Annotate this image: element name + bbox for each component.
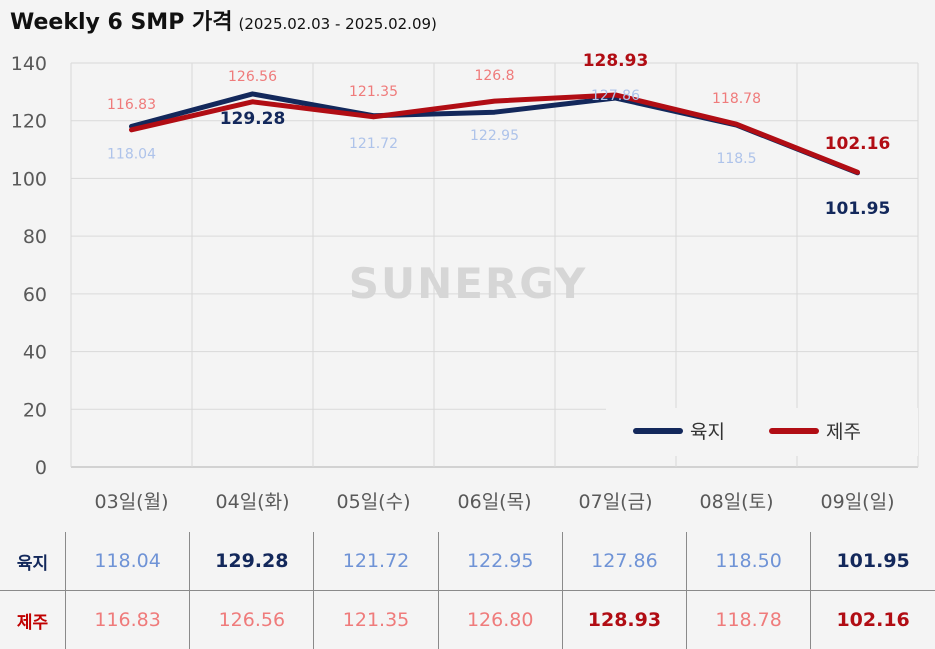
- table-cell: 118.78: [686, 590, 812, 649]
- table-cell: 101.95: [810, 532, 935, 591]
- data-labels: 118.04 129.28 121.72 122.95 127.86 118.5 101.9…: [107, 51, 890, 219]
- y-tick-label: 100: [11, 168, 47, 190]
- y-axis-ticks: 0 20 40 60 80 100 120 140: [11, 53, 47, 479]
- data-label-land: 121.72: [349, 136, 398, 152]
- table-row-label: 제주: [0, 590, 66, 649]
- x-tick-label: 05일(수): [337, 491, 411, 513]
- table-cell: 122.95: [438, 532, 563, 591]
- y-tick-label: 80: [23, 226, 47, 248]
- table-cell: 118.50: [686, 532, 812, 591]
- chart-title-block: Weekly 6 SMP 가격 (2025.02.03 - 2025.02.09): [10, 4, 437, 36]
- y-tick-label: 60: [23, 284, 47, 306]
- table-cell: 126.56: [189, 590, 315, 649]
- y-tick-label: 140: [11, 53, 47, 75]
- table-cell: 116.83: [65, 590, 191, 649]
- x-tick-label: 09일(일): [821, 491, 895, 513]
- grid-lines: [70, 62, 919, 468]
- data-label-jeju: 121.35: [349, 84, 398, 100]
- table-cell: 118.04: [65, 532, 191, 591]
- series-line-jeju: [129, 92, 860, 175]
- chart-subtitle: (2025.02.03 - 2025.02.09): [238, 15, 437, 33]
- data-label-jeju: 102.16: [825, 134, 891, 154]
- data-label-jeju: 118.78: [712, 91, 761, 107]
- y-tick-label: 120: [11, 111, 47, 133]
- data-label-land: 127.86: [591, 88, 640, 104]
- watermark-text: SUNERGY: [349, 259, 588, 308]
- table-cell: 121.35: [313, 590, 439, 649]
- data-label-jeju: 126.8: [474, 68, 514, 84]
- table-cell: 102.16: [836, 609, 910, 631]
- data-label-jeju: 128.93: [583, 51, 649, 71]
- y-tick-label: 0: [35, 457, 47, 479]
- data-label-land: 122.95: [470, 128, 519, 144]
- y-tick-label: 40: [23, 342, 47, 364]
- x-axis-ticks: 03일(월) 04일(화) 05일(수) 06일(목) 07일(금) 08일(토) 09일(…: [95, 491, 895, 513]
- data-label-land: 129.28: [220, 109, 286, 129]
- legend: 육지 제주: [606, 408, 918, 456]
- table-row: 제주 116.83 126.56 121.35 126.80 128.93 118.78 10…: [0, 590, 935, 649]
- table-cell: 121.72: [313, 532, 439, 591]
- data-label-land: 118.04: [107, 146, 156, 162]
- data-label-jeju: 126.56: [228, 69, 277, 85]
- data-label-land: 118.5: [716, 151, 756, 167]
- table-cell: 127.86: [562, 532, 688, 591]
- data-label-jeju: 116.83: [107, 97, 156, 113]
- y-tick-label: 20: [23, 399, 47, 421]
- chart-title: Weekly 6 SMP 가격: [10, 10, 233, 35]
- x-tick-label: 06일(목): [458, 491, 532, 513]
- table-cell: 126.80: [438, 590, 563, 649]
- table-cell: 128.93: [562, 590, 688, 649]
- series-lines: [129, 91, 860, 176]
- x-tick-label: 07일(금): [579, 491, 653, 513]
- x-tick-label: 08일(토): [700, 491, 774, 513]
- data-label-land: 101.95: [825, 199, 891, 219]
- legend-label-jeju: 제주: [826, 421, 861, 443]
- x-tick-label: 03일(월): [95, 491, 169, 513]
- data-table: 육지 118.04 129.28 121.72 122.95 127.86 118.50 10…: [0, 532, 935, 649]
- x-tick-label: 04일(화): [216, 491, 290, 513]
- table-row-label: 육지: [0, 532, 66, 591]
- table-cell: 129.28: [189, 532, 315, 591]
- table-row: 육지 118.04 129.28 121.72 122.95 127.86 118.50 10…: [0, 532, 935, 591]
- legend-label-land: 육지: [690, 421, 725, 443]
